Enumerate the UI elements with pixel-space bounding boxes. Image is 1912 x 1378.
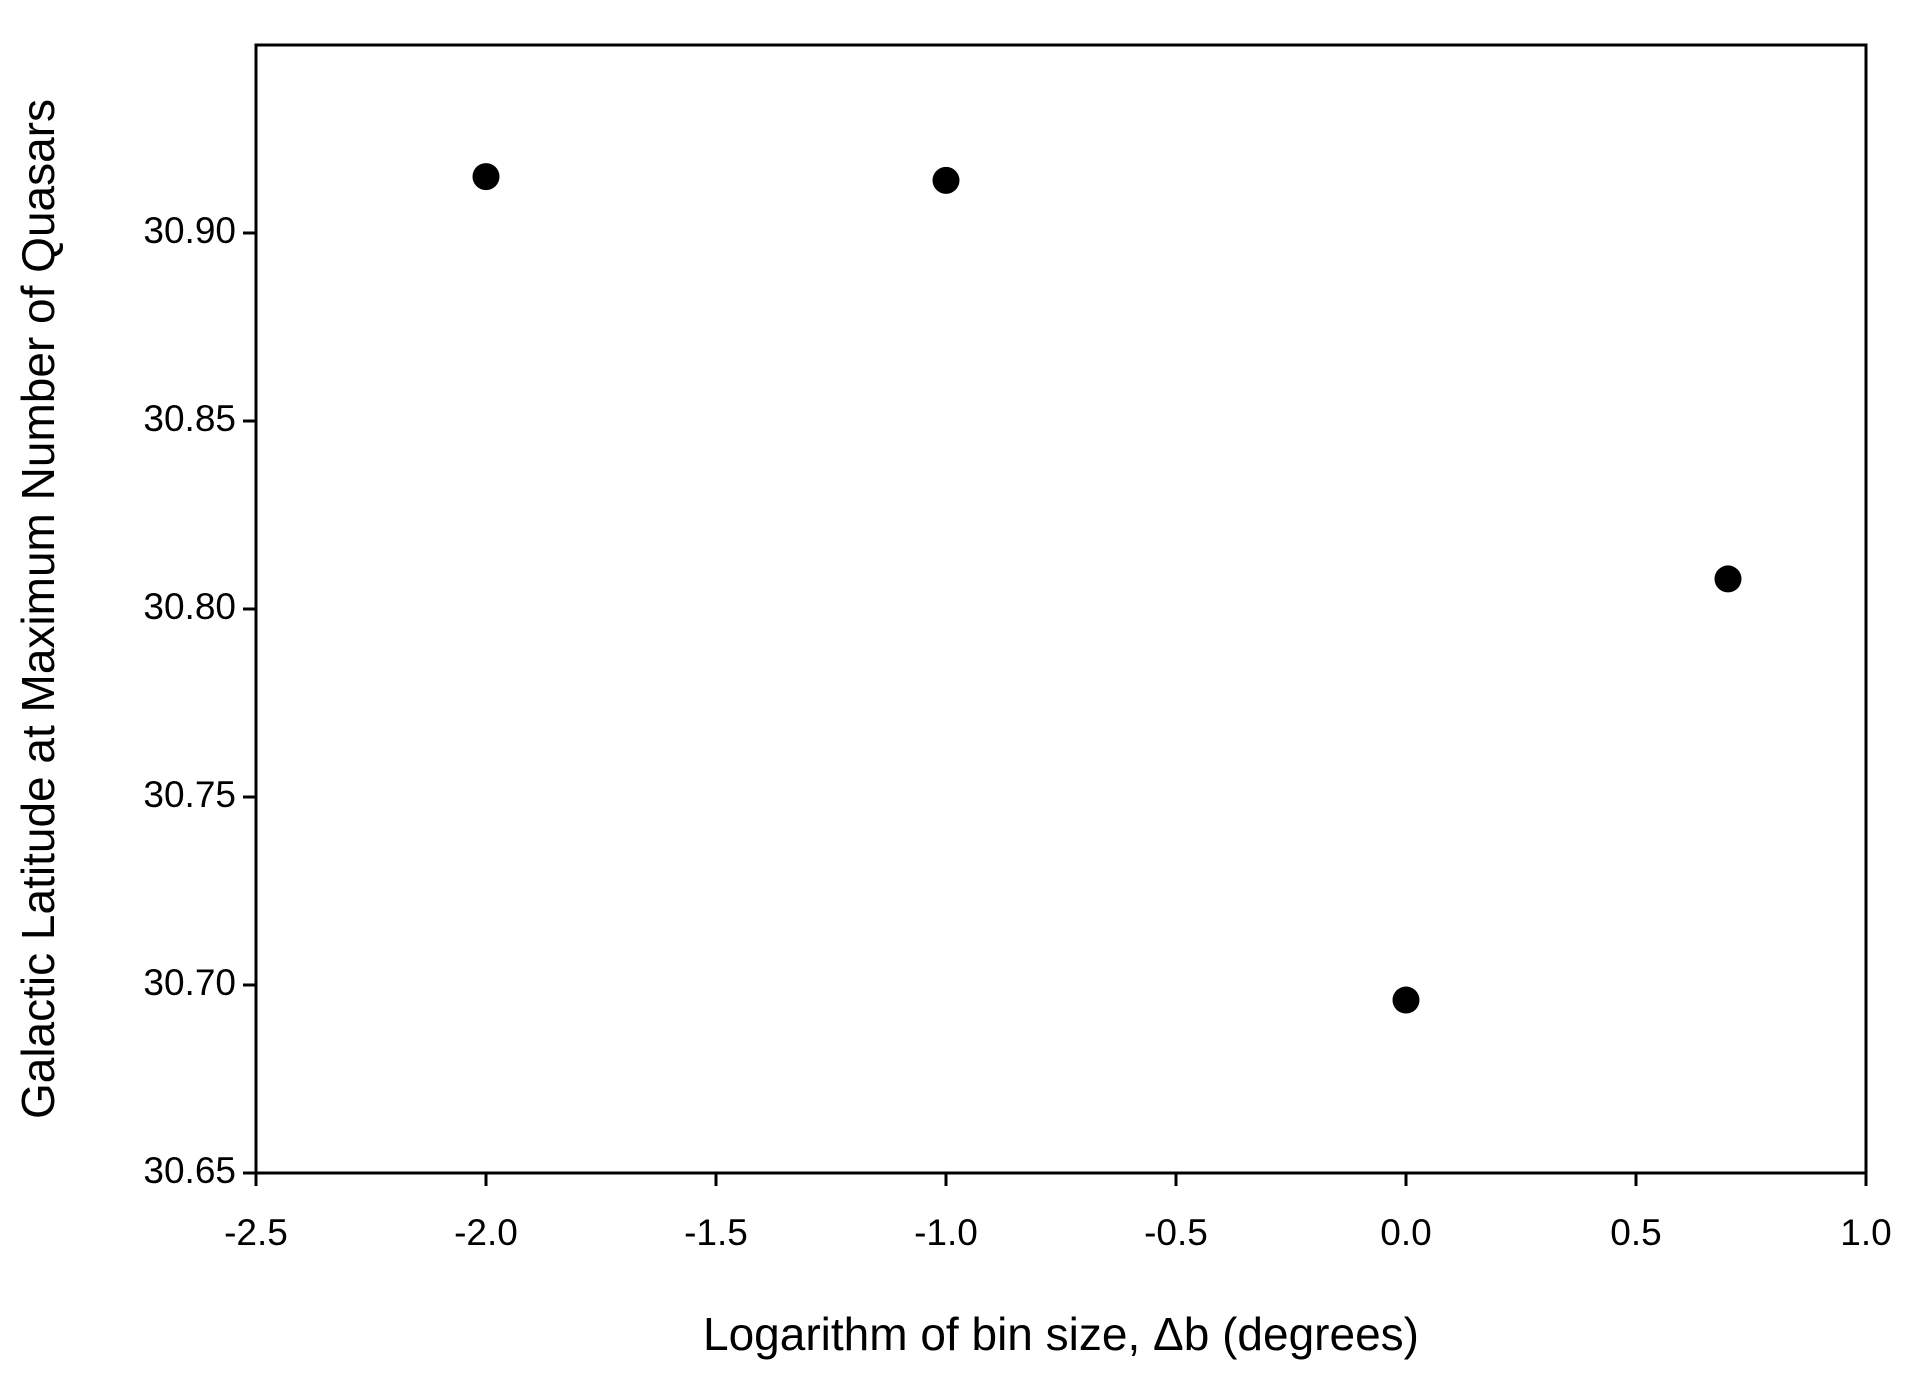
data-point xyxy=(1714,565,1742,593)
x-tick-label: 0.0 xyxy=(1380,1212,1431,1253)
data-point xyxy=(1392,986,1420,1014)
x-tick-label: -1.5 xyxy=(684,1212,748,1253)
y-axis-label: Galactic Latitude at Maximum Number of Q… xyxy=(12,99,64,1119)
x-tick-label: -2.5 xyxy=(224,1212,288,1253)
x-tick-label: -1.0 xyxy=(914,1212,978,1253)
x-tick-label: 1.0 xyxy=(1840,1212,1891,1253)
y-tick-label: 30.65 xyxy=(143,1150,236,1191)
y-tick-label: 30.90 xyxy=(143,210,236,251)
plot-frame xyxy=(254,43,1868,1175)
y-tick-label: 30.80 xyxy=(143,586,236,627)
y-tick-label: 30.75 xyxy=(143,774,236,815)
x-tick-label: 0.5 xyxy=(1610,1212,1661,1253)
data-point xyxy=(472,163,500,191)
x-axis-label: Logarithm of bin size, Δb (degrees) xyxy=(703,1308,1419,1360)
y-tick-label: 30.85 xyxy=(143,398,236,439)
x-tick-label: -2.0 xyxy=(454,1212,518,1253)
data-point xyxy=(932,166,960,194)
y-tick-label: 30.70 xyxy=(143,962,236,1003)
x-tick-label: -0.5 xyxy=(1144,1212,1208,1253)
